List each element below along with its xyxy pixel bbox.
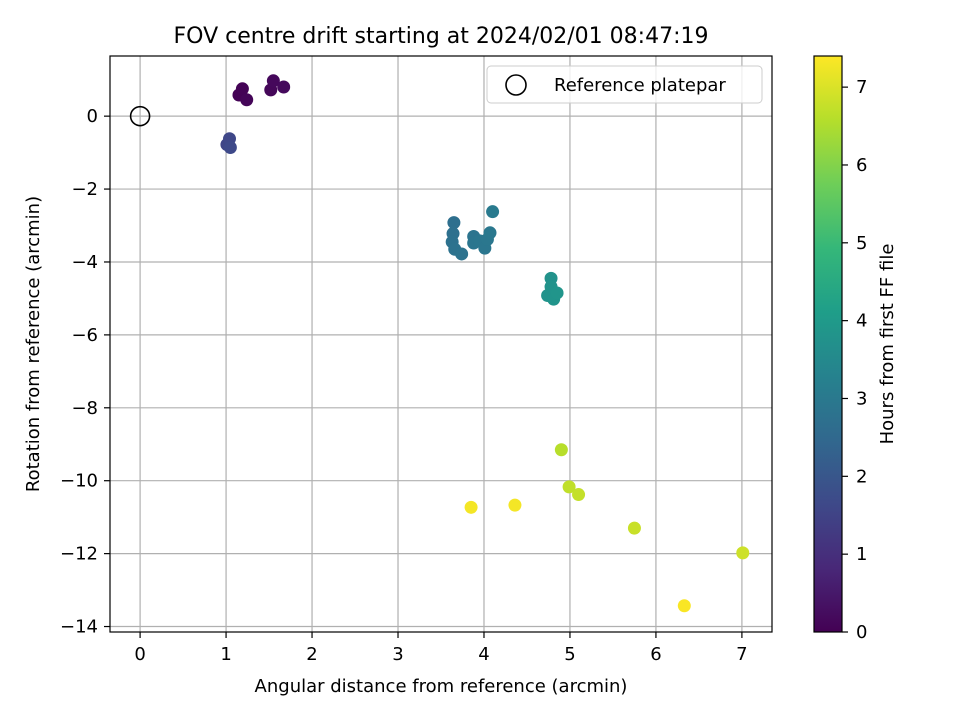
x-tick-label: 7 [736,644,747,665]
colorbar: 0 1 2 3 4 5 6 7 Hours from first FF file [813,55,898,643]
legend-box [486,65,763,104]
scatter-point [508,498,522,512]
colorbar-tick-label: 0 [856,622,867,643]
x-tick-label: 5 [564,644,575,665]
chart-title: FOV centre drift starting at 2024/02/01 … [174,24,709,49]
scatter-point [562,480,576,494]
scatter-point [736,546,750,560]
scatter-point [455,247,469,261]
colorbar-tick-label: 4 [856,311,867,332]
reference-platepar-marker [129,105,151,127]
scatter-point [627,521,641,535]
x-tick-label: 6 [650,644,661,665]
y-tick-label: −12 [60,544,98,565]
colorbar-ticks: 0 1 2 3 4 5 6 7 [842,77,867,643]
x-tick-label: 0 [134,644,145,665]
colorbar-tick-label: 1 [856,544,867,565]
y-axis-ticks: 0 −2 −4 −6 −8 −10 −12 −14 [60,106,110,638]
scatter-point [486,205,500,219]
x-tick-label: 3 [392,644,403,665]
legend-label-reference: Reference platepar [554,75,726,96]
y-tick-label: −10 [60,471,98,492]
scatter-point [464,500,478,514]
y-tick-label: −4 [71,252,98,273]
colorbar-tick-label: 3 [856,388,867,409]
colorbar-tick-label: 6 [856,155,867,176]
scatter-point [266,74,280,88]
y-tick-label: −6 [71,325,98,346]
x-tick-label: 4 [478,644,489,665]
y-tick-label: −14 [60,617,98,638]
x-tick-label: 1 [220,644,231,665]
scatter-point [554,443,568,457]
legend-reference-marker [505,74,527,96]
scatter-point [483,226,497,240]
x-tick-label: 2 [306,644,317,665]
colorbar-tick-label: 7 [856,77,867,98]
scatter-point [550,286,564,300]
scatter-point [277,80,291,94]
y-axis-label: Rotation from reference (arcmin) [23,196,44,492]
y-tick-label: 0 [87,106,98,127]
legend: Reference platepar [486,65,763,104]
y-tick-label: −8 [71,398,98,419]
reference-marker-layer [129,105,151,127]
scatter-point [447,216,461,230]
plot-frame [109,55,773,633]
x-axis-ticks: 0 1 2 3 4 5 6 7 [134,632,748,665]
scatter-points [220,74,750,613]
scatter-point [240,93,254,107]
scatter-point [677,599,691,613]
x-axis-label: Angular distance from reference (arcmin) [255,676,628,697]
scatter-point [223,141,237,155]
colorbar-label: Hours from first FF file [877,244,898,445]
colorbar-tick-label: 5 [856,233,867,254]
colorbar-tick-label: 2 [856,466,867,487]
scatter-point [235,82,249,96]
grid-lines [110,56,772,632]
y-tick-label: −2 [71,179,98,200]
scatter-point [572,488,586,502]
colorbar-gradient [813,55,843,633]
